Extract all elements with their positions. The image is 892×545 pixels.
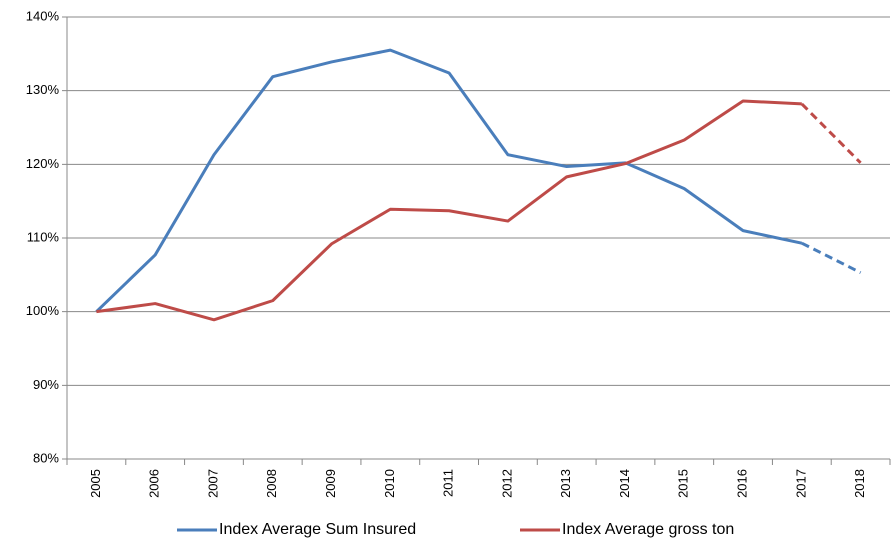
x-tick-label: 2011	[441, 469, 456, 497]
series-line	[95, 48, 803, 313]
series-line	[96, 99, 802, 322]
series-line-dashed	[800, 102, 862, 164]
x-tick-label: 2016	[734, 469, 749, 498]
x-tick-label: 2018	[852, 469, 867, 498]
x-tick-label: 2017	[793, 469, 808, 498]
y-tick-label: 90%	[33, 377, 59, 392]
x-tick-label: 2013	[558, 469, 573, 498]
x-tick-label: 2005	[88, 469, 103, 498]
y-tick-label: 110%	[27, 229, 60, 244]
legend-label: Index Average gross ton	[562, 521, 734, 538]
x-tick-label: 2008	[264, 469, 279, 498]
series-line-dashed	[801, 241, 862, 274]
legend-label: Index Average Sum Insured	[219, 521, 416, 538]
x-tick-label: 2012	[499, 469, 514, 498]
y-tick-label: 130%	[26, 82, 60, 97]
x-tick-label: 2010	[382, 469, 397, 498]
y-tick-label: 120%	[26, 156, 60, 171]
x-tick-label: 2014	[617, 469, 632, 498]
y-tick-label: 80%	[33, 450, 59, 465]
y-tick-label: 140%	[26, 8, 60, 23]
x-tick-label: 2006	[147, 469, 162, 498]
y-tick-label: 100%	[26, 303, 60, 318]
x-tick-label: 2009	[323, 469, 338, 498]
x-tick-label: 2015	[676, 469, 691, 498]
x-tick-label: 2007	[205, 469, 220, 498]
